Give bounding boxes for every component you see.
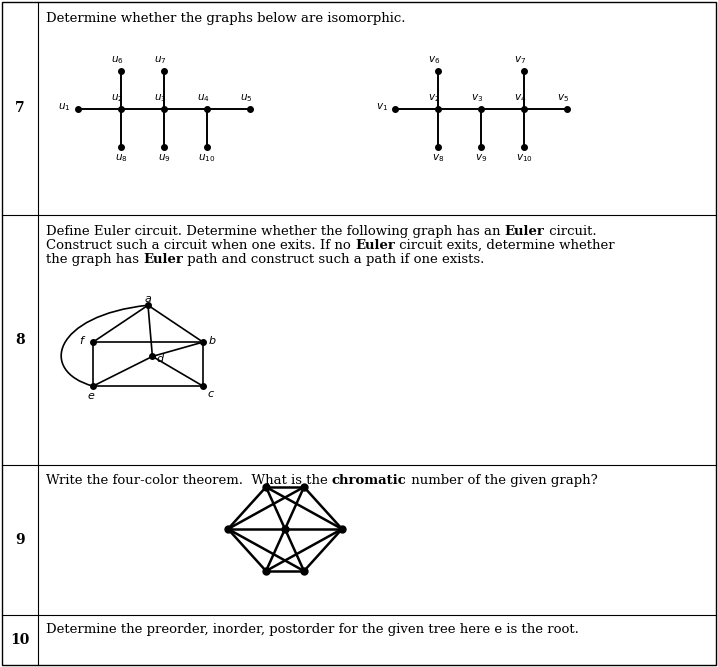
Text: $u_8$: $u_8$ [115,152,127,164]
Text: $u_7$: $u_7$ [154,54,167,66]
Text: Write the four-color theorem.  What is the: Write the four-color theorem. What is th… [46,474,332,487]
Text: $v_1$: $v_1$ [376,101,388,113]
Text: chromatic: chromatic [332,474,407,487]
Text: Euler: Euler [144,253,183,266]
Text: $d$: $d$ [156,352,165,364]
Text: 7: 7 [15,101,25,115]
Text: number of the given graph?: number of the given graph? [407,474,597,487]
Text: $u_9$: $u_9$ [158,152,170,164]
Text: Determine whether the graphs below are isomorphic.: Determine whether the graphs below are i… [46,12,406,25]
Text: $u_6$: $u_6$ [111,54,123,66]
Text: the graph has: the graph has [46,253,144,266]
Text: Construct such a circuit when one exits. If no: Construct such a circuit when one exits.… [46,239,355,252]
Text: Euler: Euler [505,225,545,238]
Text: 10: 10 [10,633,29,647]
Text: circuit.: circuit. [545,225,596,238]
Text: $v_6$: $v_6$ [428,54,440,66]
Text: $u_2$: $u_2$ [111,92,123,104]
Text: $u_4$: $u_4$ [197,92,210,104]
Text: $c$: $c$ [207,389,215,399]
Text: circuit exits, determine whether: circuit exits, determine whether [395,239,615,252]
Text: $v_7$: $v_7$ [514,54,526,66]
Text: path and construct such a path if one exists.: path and construct such a path if one ex… [183,253,485,266]
Text: 9: 9 [15,533,25,547]
Text: $u_5$: $u_5$ [240,92,252,104]
Text: $v_4$: $v_4$ [514,92,526,104]
Text: $u_1$: $u_1$ [58,101,71,113]
Text: $v_9$: $v_9$ [475,152,487,164]
Text: $v_8$: $v_8$ [432,152,444,164]
Text: Define Euler circuit. Determine whether the following graph has an: Define Euler circuit. Determine whether … [46,225,505,238]
Text: $v_2$: $v_2$ [428,92,440,104]
Text: 8: 8 [15,333,25,347]
Text: Determine the preorder, inorder, postorder for the given tree here e is the root: Determine the preorder, inorder, postord… [46,623,579,636]
Text: Euler: Euler [355,239,395,252]
Text: $u_3$: $u_3$ [154,92,167,104]
Text: $f$: $f$ [80,334,87,346]
Text: $b$: $b$ [208,334,216,346]
Text: $v_3$: $v_3$ [471,92,483,104]
Text: $e$: $e$ [87,391,95,401]
Text: $v_5$: $v_5$ [557,92,569,104]
Text: $a$: $a$ [144,294,152,304]
Text: $u_{10}$: $u_{10}$ [198,152,215,164]
Text: $v_{10}$: $v_{10}$ [516,152,533,164]
